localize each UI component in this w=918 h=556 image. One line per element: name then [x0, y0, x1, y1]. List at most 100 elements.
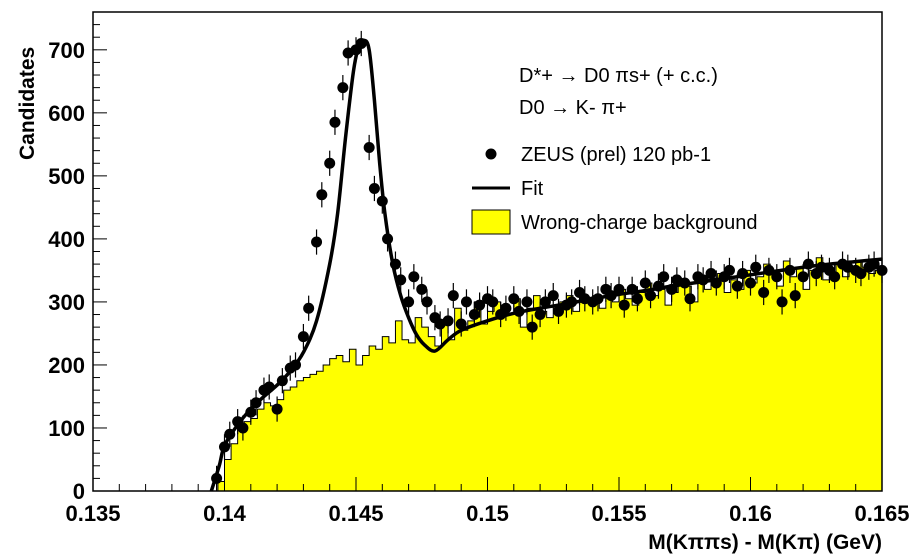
data-point [311, 229, 323, 255]
data-point [508, 286, 520, 312]
data-point [526, 314, 538, 340]
data-point [276, 368, 288, 394]
data-point-marker [547, 290, 559, 302]
y-tick-label: 600 [48, 101, 85, 126]
data-point [723, 257, 735, 284]
data-point [658, 264, 670, 290]
x-tick-label: 0.155 [591, 501, 646, 526]
legend-label-background: Wrong-charge background [521, 212, 757, 234]
data-point-marker [271, 403, 283, 415]
data-point-marker [211, 472, 223, 484]
data-point [376, 188, 388, 214]
data-point-marker [771, 271, 783, 283]
x-axis: 0.135 0.14 0.145 0.15 0.155 0.16 0.165 [65, 477, 910, 526]
data-point [737, 260, 749, 287]
data-point [303, 295, 315, 321]
data-point [316, 182, 328, 208]
data-point [539, 289, 551, 315]
data-point-marker [408, 271, 420, 283]
y-tick-label: 700 [48, 38, 85, 63]
data-point-marker [311, 236, 323, 248]
data-point-marker [224, 428, 236, 440]
data-point-marker [592, 293, 604, 305]
data-point-marker [508, 293, 520, 305]
data-point [442, 308, 454, 334]
data-point [263, 374, 275, 400]
data-point-marker [784, 264, 796, 276]
data-point [758, 279, 770, 306]
data-point-marker [290, 359, 302, 371]
data-point-marker [316, 189, 328, 201]
data-point [553, 298, 565, 324]
x-tick-label: 0.145 [328, 501, 383, 526]
data-point-marker [250, 397, 262, 409]
data-point-marker [513, 305, 525, 317]
data-point-marker [460, 296, 472, 308]
data-point [382, 226, 394, 252]
x-tick-label: 0.14 [203, 501, 247, 526]
data-point-marker [566, 296, 578, 308]
data-point-marker [652, 280, 664, 292]
data-point [460, 289, 472, 315]
data-point-marker [684, 293, 696, 305]
data-point [855, 260, 867, 287]
data-point-marker [758, 286, 770, 298]
data-point [337, 75, 349, 101]
data-point-marker [723, 264, 735, 276]
data-point-marker [395, 274, 407, 286]
data-point-marker [737, 268, 749, 280]
x-tick-label: 0.16 [729, 501, 772, 526]
y-tick-label: 200 [48, 353, 85, 378]
data-point [368, 175, 380, 202]
data-point [237, 415, 249, 441]
data-point-marker [237, 422, 249, 434]
data-point [776, 289, 788, 315]
data-point-marker [868, 258, 880, 270]
data-point-marker [455, 318, 467, 330]
data-point [605, 283, 617, 309]
data-point [224, 421, 236, 447]
data-point [784, 257, 796, 284]
data-point-marker [382, 233, 394, 245]
legend-label-data: ZEUS (prel) 120 pb-1 [521, 144, 711, 166]
data-point [789, 283, 801, 309]
data-point-marker [553, 305, 565, 317]
data-point [324, 150, 336, 176]
y-tick-label: 300 [48, 290, 85, 315]
legend: ZEUS (prel) 120 pb-1 Fit Wrong-charge ba… [471, 144, 757, 235]
y-tick-label: 100 [48, 416, 85, 441]
data-point [639, 270, 651, 296]
data-point-marker [666, 283, 678, 295]
data-point [534, 301, 546, 328]
data-point-marker [297, 331, 309, 343]
data-point-marker [613, 283, 625, 295]
data-point-marker [368, 182, 380, 194]
data-point [750, 254, 762, 280]
data-point [421, 289, 433, 315]
data-point-marker [442, 315, 454, 327]
data-point [547, 283, 559, 309]
data-point-marker [389, 258, 401, 270]
data-point-marker [500, 302, 512, 314]
data-point [679, 270, 691, 296]
data-point [763, 257, 775, 284]
data-point-marker [710, 277, 722, 289]
legend-marker-data [485, 148, 497, 160]
x-axis-title: M(Kππs) - M(Kπ) (GeV) [648, 531, 882, 554]
data-point-marker [679, 277, 691, 289]
data-point [363, 134, 375, 161]
data-point [731, 273, 743, 299]
data-point-marker [534, 309, 546, 321]
y-tick-label: 500 [48, 164, 85, 189]
data-point-marker [789, 290, 801, 302]
data-point [802, 251, 814, 277]
data-point-marker [731, 280, 743, 292]
data-point-marker [355, 38, 367, 50]
data-point [829, 264, 841, 290]
data-point-marker [376, 195, 388, 207]
y-tick-label: 400 [48, 227, 85, 252]
data-point [474, 292, 486, 318]
data-point [447, 283, 459, 309]
data-point [250, 390, 262, 416]
